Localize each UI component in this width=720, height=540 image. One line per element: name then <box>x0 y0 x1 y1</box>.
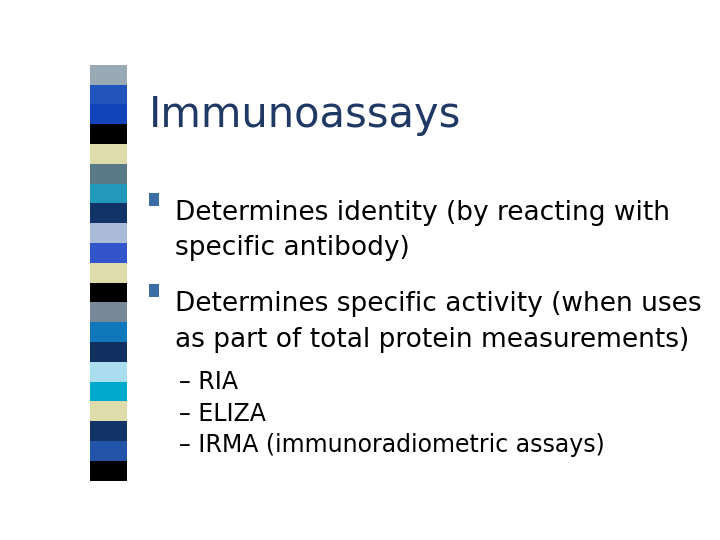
Bar <box>90 204 127 223</box>
Bar <box>90 441 127 461</box>
Text: – RIA: – RIA <box>179 370 238 394</box>
Bar <box>90 302 127 322</box>
Bar <box>90 421 127 441</box>
Bar <box>90 461 127 481</box>
Bar <box>90 85 127 104</box>
Text: specific antibody): specific antibody) <box>176 235 410 261</box>
Bar <box>90 401 127 421</box>
Bar <box>90 65 127 85</box>
Bar <box>90 342 127 362</box>
Text: Determines identity (by reacting with: Determines identity (by reacting with <box>176 200 670 226</box>
Text: – IRMA (immunoradiometric assays): – IRMA (immunoradiometric assays) <box>179 433 605 457</box>
Bar <box>90 263 127 282</box>
Bar <box>90 382 127 401</box>
Bar <box>90 362 127 382</box>
Bar <box>90 282 127 302</box>
Bar <box>90 223 127 243</box>
Bar <box>90 124 127 144</box>
Bar <box>90 243 127 263</box>
Bar <box>90 104 127 124</box>
Text: – ELIZA: – ELIZA <box>179 402 266 426</box>
Bar <box>148 193 158 206</box>
Text: Immunoassays: Immunoassays <box>148 94 461 136</box>
Bar <box>148 284 158 298</box>
Text: as part of total protein measurements): as part of total protein measurements) <box>176 327 690 353</box>
Bar <box>90 184 127 204</box>
Bar <box>90 144 127 164</box>
Bar <box>90 164 127 184</box>
Text: Determines specific activity (when uses: Determines specific activity (when uses <box>176 292 702 318</box>
Bar <box>90 322 127 342</box>
